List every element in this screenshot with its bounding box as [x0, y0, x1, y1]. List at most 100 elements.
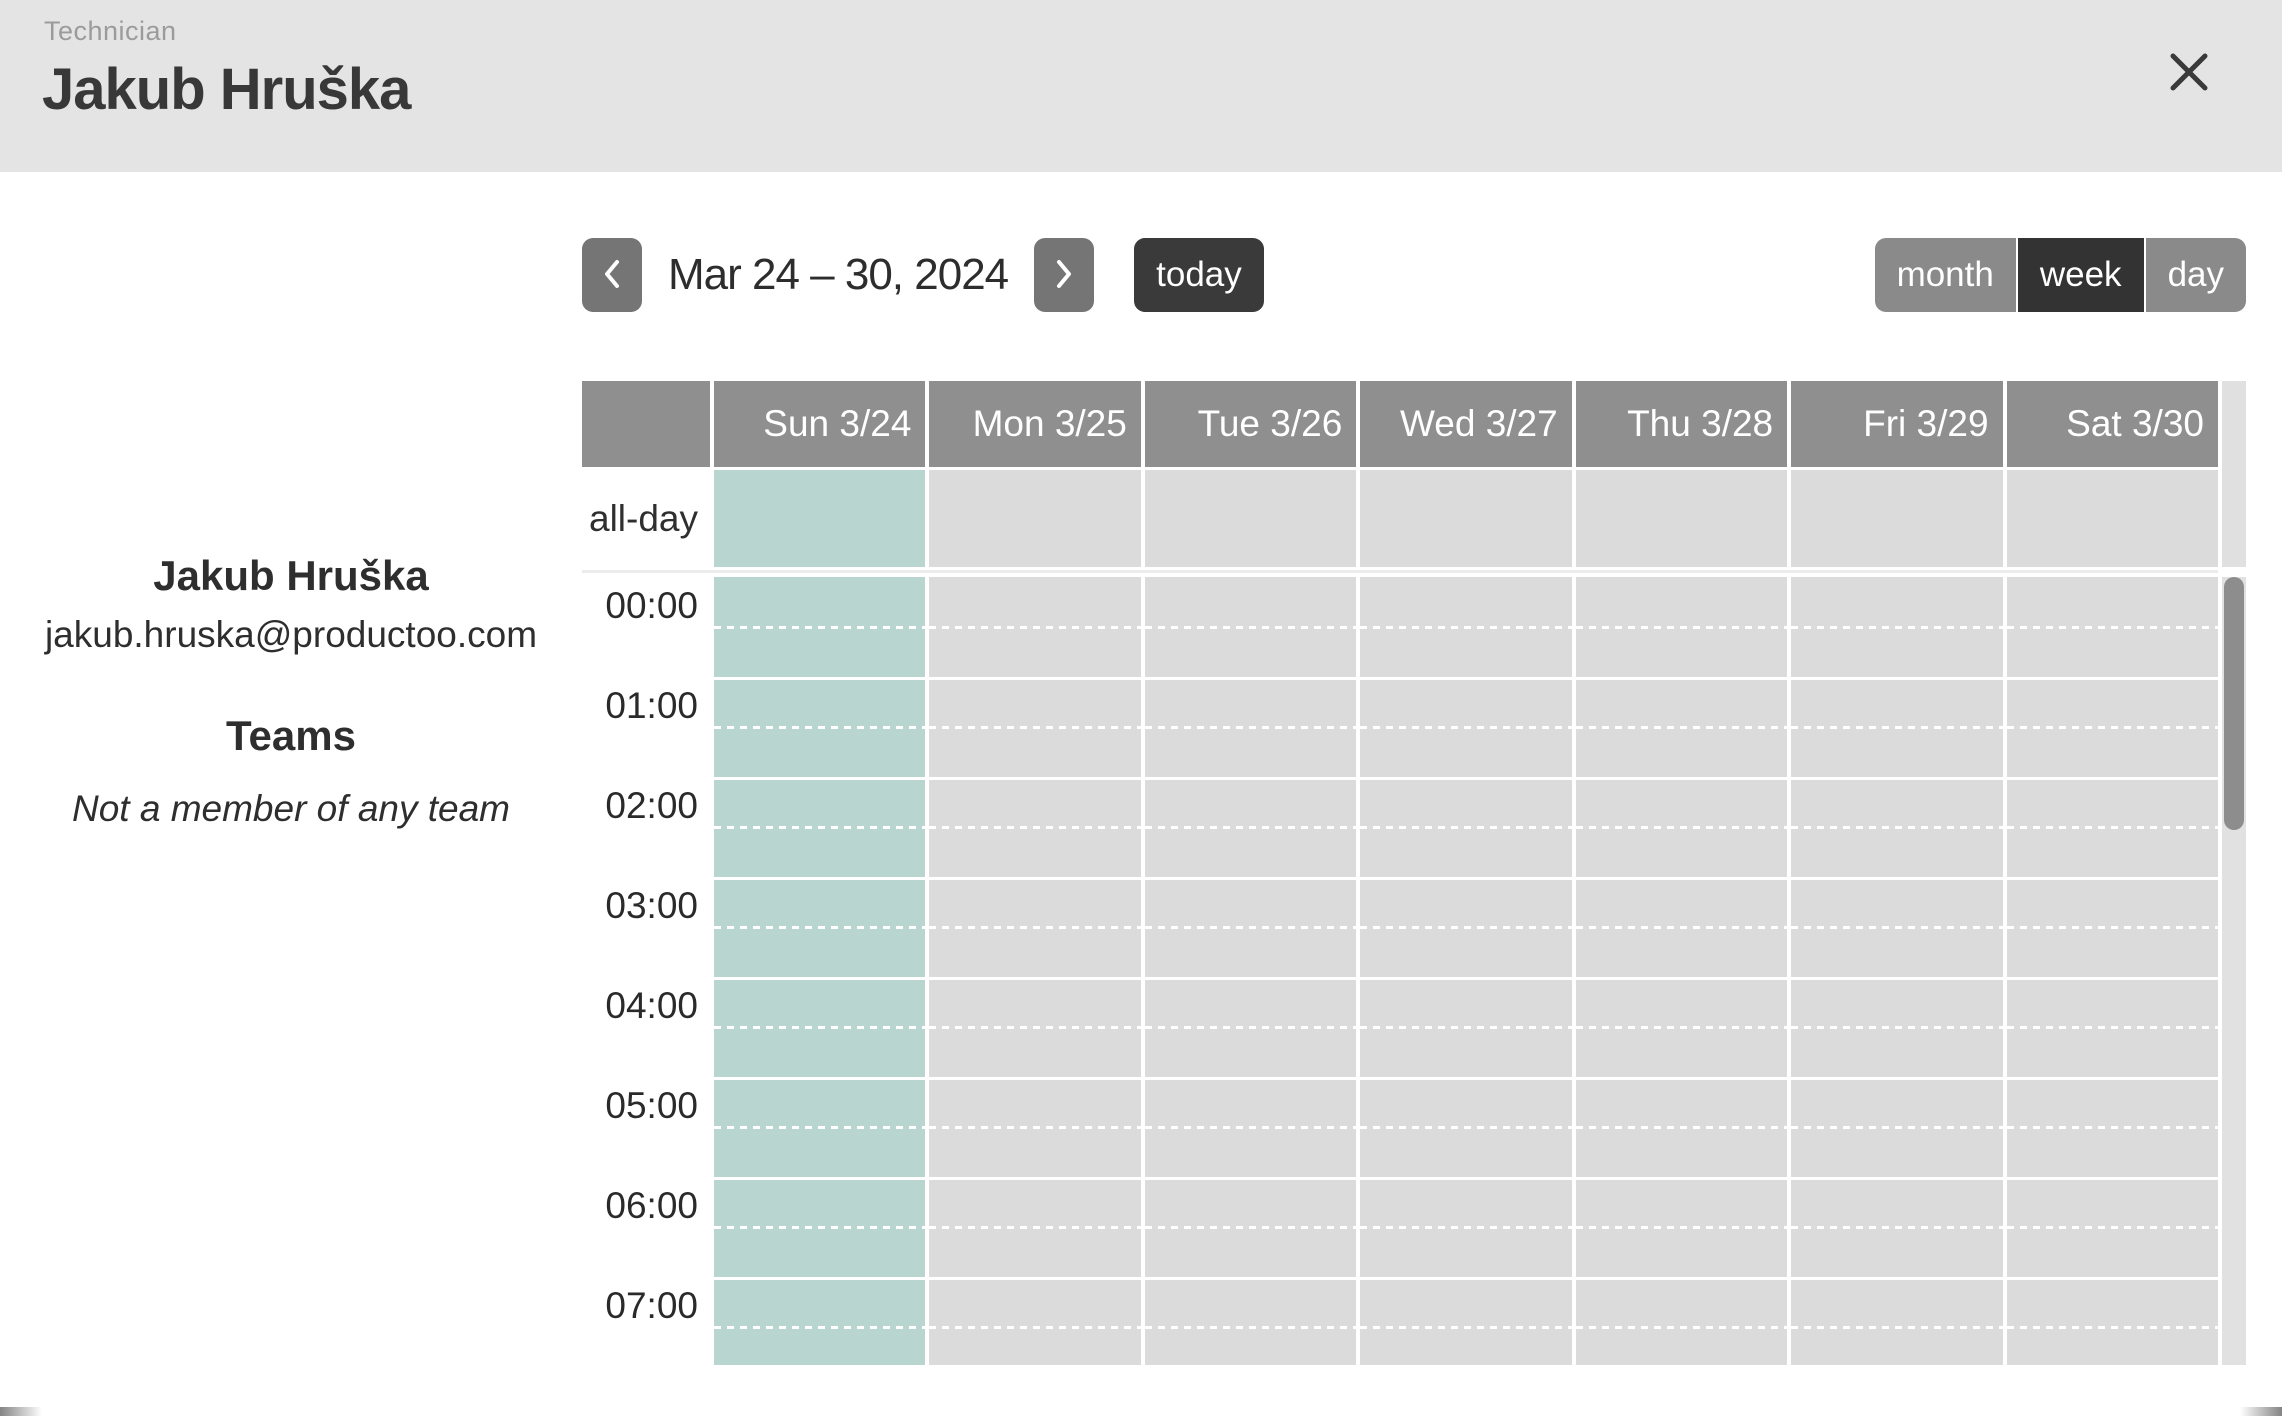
time-row-07:00: 07:00 — [582, 1277, 2218, 1365]
allday-label: all-day — [582, 470, 710, 567]
allday-cell-2 — [1144, 470, 1357, 567]
slot-cell-07:00-4 — [1575, 1277, 1788, 1365]
day-header-4: Thu 3/28 — [1575, 381, 1788, 467]
slot-cell-04:00-2 — [1144, 977, 1357, 1077]
calendar-toolbar: Mar 24 – 30, 2024 today month week day — [582, 238, 2246, 312]
slot-cell-07:00-2 — [1144, 1277, 1357, 1365]
slot-cell-05:00-6 — [2006, 1077, 2218, 1177]
slot-cell-01:00-1 — [929, 677, 1142, 777]
time-label: 07:00 — [582, 1277, 710, 1365]
day-header-0: Sun 3/24 — [714, 381, 926, 467]
slot-cell-07:00-5 — [1791, 1277, 2003, 1365]
time-row-04:00: 04:00 — [582, 977, 2218, 1077]
slot-cell-00:00-0 — [714, 577, 926, 677]
time-label: 02:00 — [582, 777, 710, 877]
slot-cell-03:00-0 — [714, 877, 926, 977]
slot-cell-07:00-0 — [714, 1277, 926, 1365]
today-button[interactable]: today — [1134, 238, 1264, 312]
cutoff-element-bottom-right — [2240, 1407, 2282, 1416]
slot-cell-01:00-3 — [1360, 677, 1573, 777]
slot-cell-03:00-3 — [1360, 877, 1573, 977]
slot-cell-06:00-2 — [1144, 1177, 1357, 1277]
slot-cell-00:00-4 — [1575, 577, 1788, 677]
view-button-month[interactable]: month — [1874, 238, 2016, 312]
teams-empty-message: Not a member of any team — [71, 788, 511, 829]
slot-cell-04:00-4 — [1575, 977, 1788, 1077]
time-label: 00:00 — [582, 577, 710, 677]
slot-cell-02:00-2 — [1144, 777, 1357, 877]
slot-cell-02:00-0 — [714, 777, 926, 877]
slot-cell-04:00-0 — [714, 977, 926, 1077]
slot-cell-06:00-1 — [929, 1177, 1142, 1277]
slot-cell-07:00-3 — [1360, 1277, 1573, 1365]
grid-divider — [582, 567, 2218, 577]
slot-cell-00:00-3 — [1360, 577, 1573, 677]
slot-cell-04:00-3 — [1360, 977, 1573, 1077]
week-calendar: Sun 3/24 Mon 3/25 Tue 3/26 Wed 3/27 Thu 3/28… — [582, 381, 2246, 1365]
calendar-day-header-row: Sun 3/24 Mon 3/25 Tue 3/26 Wed 3/27 Thu 3/28… — [582, 381, 2218, 467]
close-icon — [2166, 49, 2212, 98]
time-label: 06:00 — [582, 1177, 710, 1277]
day-header-gutter — [582, 381, 710, 467]
technician-name: Jakub Hruška — [153, 552, 429, 599]
slot-cell-02:00-6 — [2006, 777, 2218, 877]
allday-cell-5 — [1791, 470, 2003, 567]
time-row-05:00: 05:00 — [582, 1077, 2218, 1177]
chevron-right-icon — [1053, 257, 1075, 294]
modal-header: Technician Jakub Hruška — [0, 0, 2282, 172]
slot-cell-05:00-0 — [714, 1077, 926, 1177]
slot-cell-03:00-5 — [1791, 877, 2003, 977]
prev-week-button[interactable] — [582, 238, 642, 312]
slot-cell-02:00-3 — [1360, 777, 1573, 877]
slot-cell-05:00-5 — [1791, 1077, 2003, 1177]
slot-cell-03:00-4 — [1575, 877, 1788, 977]
allday-cell-6 — [2006, 470, 2218, 567]
scrollbar-thumb[interactable] — [2224, 577, 2244, 830]
slot-cell-06:00-0 — [714, 1177, 926, 1277]
close-button[interactable] — [2152, 36, 2226, 110]
time-row-01:00: 01:00 — [582, 677, 2218, 777]
time-label: 01:00 — [582, 677, 710, 777]
slot-cell-03:00-6 — [2006, 877, 2218, 977]
time-row-03:00: 03:00 — [582, 877, 2218, 977]
slot-cell-01:00-0 — [714, 677, 926, 777]
time-row-06:00: 06:00 — [582, 1177, 2218, 1277]
slot-cell-00:00-5 — [1791, 577, 2003, 677]
slot-cell-03:00-1 — [929, 877, 1142, 977]
slot-cell-02:00-1 — [929, 777, 1142, 877]
allday-cell-0 — [714, 470, 926, 567]
scrollbar-gutter — [2222, 381, 2246, 567]
slot-cell-00:00-6 — [2006, 577, 2218, 677]
time-row-00:00: 00:00 — [582, 577, 2218, 677]
day-header-6: Sat 3/30 — [2006, 381, 2218, 467]
chevron-left-icon — [601, 257, 623, 294]
slot-cell-01:00-5 — [1791, 677, 2003, 777]
cutoff-element-bottom-left — [0, 1407, 42, 1416]
slot-cell-05:00-1 — [929, 1077, 1142, 1177]
time-label: 04:00 — [582, 977, 710, 1077]
slot-cell-06:00-5 — [1791, 1177, 2003, 1277]
date-range-title: Mar 24 – 30, 2024 — [668, 250, 1009, 299]
day-header-5: Fri 3/29 — [1791, 381, 2003, 467]
slot-cell-01:00-4 — [1575, 677, 1788, 777]
slot-cell-00:00-1 — [929, 577, 1142, 677]
allday-row: all-day — [582, 470, 2218, 567]
slot-cell-06:00-3 — [1360, 1177, 1573, 1277]
calendar-scrollbar[interactable] — [2222, 577, 2246, 1365]
teams-heading: Teams — [226, 712, 356, 759]
view-switcher: month week day — [1874, 238, 2246, 312]
day-header-1: Mon 3/25 — [929, 381, 1141, 467]
slot-cell-03:00-2 — [1144, 877, 1357, 977]
slot-cell-02:00-5 — [1791, 777, 2003, 877]
allday-cell-1 — [929, 470, 1141, 567]
view-button-week[interactable]: week — [2017, 238, 2144, 312]
slot-cell-06:00-4 — [1575, 1177, 1788, 1277]
time-row-02:00: 02:00 — [582, 777, 2218, 877]
technician-email: jakub.hruska@productoo.com — [44, 614, 538, 655]
view-button-day[interactable]: day — [2145, 238, 2246, 312]
slot-cell-04:00-6 — [2006, 977, 2218, 1077]
technician-profile-panel: Jakub Hruška jakub.hruska@productoo.com … — [0, 552, 582, 830]
day-header-2: Tue 3/26 — [1144, 381, 1357, 467]
page-title: Jakub Hruška — [42, 57, 411, 122]
next-week-button[interactable] — [1034, 238, 1095, 312]
